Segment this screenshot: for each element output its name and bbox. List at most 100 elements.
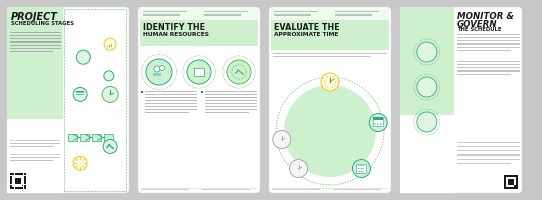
Bar xyxy=(145,106,197,107)
Bar xyxy=(510,179,512,181)
Bar xyxy=(274,14,312,16)
Bar xyxy=(145,109,197,110)
Circle shape xyxy=(417,77,437,97)
Bar xyxy=(333,189,380,190)
Bar xyxy=(358,165,365,166)
Text: MONITOR &: MONITOR & xyxy=(457,12,514,21)
Bar xyxy=(508,179,510,181)
Bar xyxy=(457,70,520,72)
Bar xyxy=(273,53,387,54)
Bar xyxy=(514,185,515,187)
Bar xyxy=(10,176,12,178)
Circle shape xyxy=(104,71,114,81)
Text: APPROXIMATE TIME: APPROXIMATE TIME xyxy=(274,32,338,37)
Circle shape xyxy=(227,60,251,84)
Bar xyxy=(194,68,204,76)
Bar xyxy=(10,48,61,49)
Bar xyxy=(510,187,512,189)
Bar xyxy=(10,160,53,161)
Bar xyxy=(20,183,21,184)
Bar xyxy=(205,112,249,113)
Bar xyxy=(24,187,26,189)
Bar xyxy=(335,11,379,12)
Bar xyxy=(141,188,257,189)
Bar xyxy=(504,187,506,189)
Bar xyxy=(504,183,506,185)
Bar xyxy=(508,183,510,185)
Bar xyxy=(145,112,189,113)
Bar xyxy=(15,187,17,189)
Bar xyxy=(202,189,250,190)
Bar xyxy=(10,51,54,52)
Bar xyxy=(19,182,21,184)
Bar xyxy=(145,91,197,92)
Bar xyxy=(10,154,60,155)
Bar xyxy=(20,178,21,180)
Bar xyxy=(111,44,112,47)
Bar xyxy=(274,11,318,12)
Bar xyxy=(516,185,518,187)
Bar xyxy=(12,173,14,175)
Bar xyxy=(10,41,61,43)
Bar xyxy=(76,91,84,92)
Circle shape xyxy=(146,59,172,85)
Bar xyxy=(510,183,512,185)
Bar xyxy=(380,123,382,125)
Circle shape xyxy=(187,60,211,84)
Bar xyxy=(457,46,520,48)
Bar xyxy=(516,177,518,179)
Bar xyxy=(15,173,17,175)
Bar xyxy=(10,157,60,158)
FancyBboxPatch shape xyxy=(138,7,260,193)
Text: GOVERN: GOVERN xyxy=(457,20,498,29)
Bar xyxy=(10,146,53,147)
Bar xyxy=(143,14,180,16)
FancyBboxPatch shape xyxy=(7,7,129,193)
Bar xyxy=(141,91,143,93)
Bar xyxy=(375,123,376,125)
Bar xyxy=(457,50,511,51)
Bar xyxy=(24,178,26,180)
Circle shape xyxy=(352,160,371,178)
Bar xyxy=(17,182,19,184)
Bar xyxy=(358,168,365,169)
Text: IDENTIFY THE: IDENTIFY THE xyxy=(143,23,205,32)
Bar xyxy=(508,179,509,181)
Bar xyxy=(145,103,197,104)
Bar xyxy=(59,7,63,119)
Bar xyxy=(504,181,506,183)
Bar xyxy=(22,173,23,175)
Bar xyxy=(512,183,514,185)
Bar xyxy=(7,7,63,119)
Bar xyxy=(140,9,258,20)
Bar xyxy=(457,40,520,41)
Bar xyxy=(196,70,202,71)
Bar xyxy=(10,32,61,33)
Circle shape xyxy=(103,140,117,154)
Bar xyxy=(377,123,379,125)
Bar xyxy=(504,175,506,177)
Bar xyxy=(373,117,383,120)
Bar xyxy=(17,173,19,175)
Bar xyxy=(514,175,516,177)
FancyBboxPatch shape xyxy=(400,7,522,193)
Bar xyxy=(457,67,520,68)
Bar xyxy=(104,134,113,141)
Bar xyxy=(457,150,520,151)
Bar xyxy=(512,179,514,181)
Bar xyxy=(196,72,201,73)
Bar xyxy=(205,100,257,101)
Text: HUMAN RESOURCES: HUMAN RESOURCES xyxy=(143,32,209,37)
Bar xyxy=(24,176,26,178)
Bar xyxy=(457,146,520,147)
Bar xyxy=(17,187,19,189)
Bar xyxy=(457,158,520,160)
Bar xyxy=(504,179,506,181)
Bar xyxy=(15,187,16,189)
Circle shape xyxy=(154,66,160,72)
Bar xyxy=(10,187,12,189)
Circle shape xyxy=(321,73,339,91)
Bar xyxy=(15,183,16,184)
Bar xyxy=(205,103,257,104)
Bar xyxy=(273,56,370,57)
